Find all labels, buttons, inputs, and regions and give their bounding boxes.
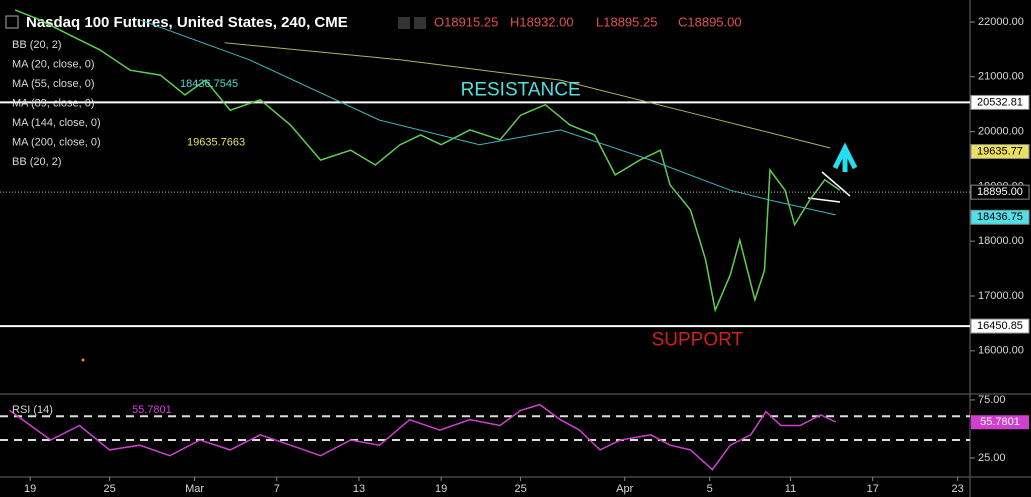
price-badge-label: 20532.81 xyxy=(977,96,1023,108)
icon[interactable] xyxy=(414,17,426,29)
y-tick-label: 22000.00 xyxy=(978,16,1024,28)
indicator-label: BB (20, 2) xyxy=(12,156,62,168)
ohlc-open: O18915.25 xyxy=(434,14,498,29)
y-tick-label: 21000.00 xyxy=(978,71,1024,83)
ohlc-close: C18895.00 xyxy=(678,14,742,29)
price-badge xyxy=(970,94,1030,110)
price-badge-label: 18895.00 xyxy=(977,186,1023,198)
price-badge-label: 18436.75 xyxy=(977,211,1023,223)
x-tick-label: 11 xyxy=(785,483,796,495)
rsi-badge-label: 55.7801 xyxy=(980,416,1020,428)
price-line xyxy=(139,19,836,216)
price-line xyxy=(224,42,831,149)
y-tick-label: 75.00 xyxy=(978,394,1006,406)
indicator-label: MA (55, close, 0) xyxy=(12,78,95,90)
ohlc-high: H18932.00 xyxy=(510,14,574,29)
y-tick-label: 17000.00 xyxy=(978,290,1024,302)
x-tick-label: 7 xyxy=(274,483,280,495)
indicator-label: MA (144, close, 0) xyxy=(12,117,101,129)
x-tick-label: 17 xyxy=(867,483,879,495)
price-badge xyxy=(970,184,1030,200)
collapse-icon[interactable] xyxy=(5,15,19,29)
x-tick-label: 19 xyxy=(435,483,447,495)
price-badge-label: 19635.77 xyxy=(977,145,1023,157)
chart-title: Nasdaq 100 Futures, United States, 240, … xyxy=(26,14,348,31)
x-tick-label: 25 xyxy=(103,483,115,495)
x-tick-label: 23 xyxy=(952,483,964,495)
indicator-label: BB (20, 2) xyxy=(12,39,62,51)
rsi-line xyxy=(9,403,837,471)
rsi-label: RSI (14) xyxy=(12,404,53,416)
x-tick-label: 5 xyxy=(707,483,713,495)
icon[interactable] xyxy=(398,17,410,29)
price-line xyxy=(14,9,841,313)
indicator-label: MA (20, close, 0) xyxy=(12,58,95,70)
indicator-label: MA (89, close, 0) xyxy=(12,97,95,109)
price-badge-label: 16450.85 xyxy=(977,320,1023,332)
y-tick-label: 18000.00 xyxy=(978,235,1024,247)
x-tick-label: 19 xyxy=(24,483,36,495)
dot xyxy=(81,358,85,362)
indicator-value: 18436.7545 xyxy=(180,78,238,90)
y-tick-label: 20000.00 xyxy=(978,125,1024,137)
x-tick-label: 13 xyxy=(353,483,365,495)
ohlc-low: L18895.25 xyxy=(596,14,657,29)
rsi-badge xyxy=(971,415,1029,430)
wedge-lines xyxy=(807,171,851,203)
annotation: RESISTANCE xyxy=(461,80,581,101)
price-badge xyxy=(970,209,1030,225)
indicator-value: 19635.7663 xyxy=(187,136,245,148)
y-tick-label: 25.00 xyxy=(978,452,1006,464)
arrow-up xyxy=(832,142,858,172)
price-badge xyxy=(970,144,1030,160)
x-tick-label: Mar xyxy=(185,483,204,495)
price-badge xyxy=(970,318,1030,334)
y-tick-label: 16000.00 xyxy=(978,345,1024,357)
indicator-label: MA (200, close, 0) xyxy=(12,136,101,148)
x-tick-label: 25 xyxy=(514,483,526,495)
x-tick-label: Apr xyxy=(616,483,633,495)
rsi-value: 55.7801 xyxy=(132,404,172,416)
annotation: SUPPORT xyxy=(652,329,744,350)
